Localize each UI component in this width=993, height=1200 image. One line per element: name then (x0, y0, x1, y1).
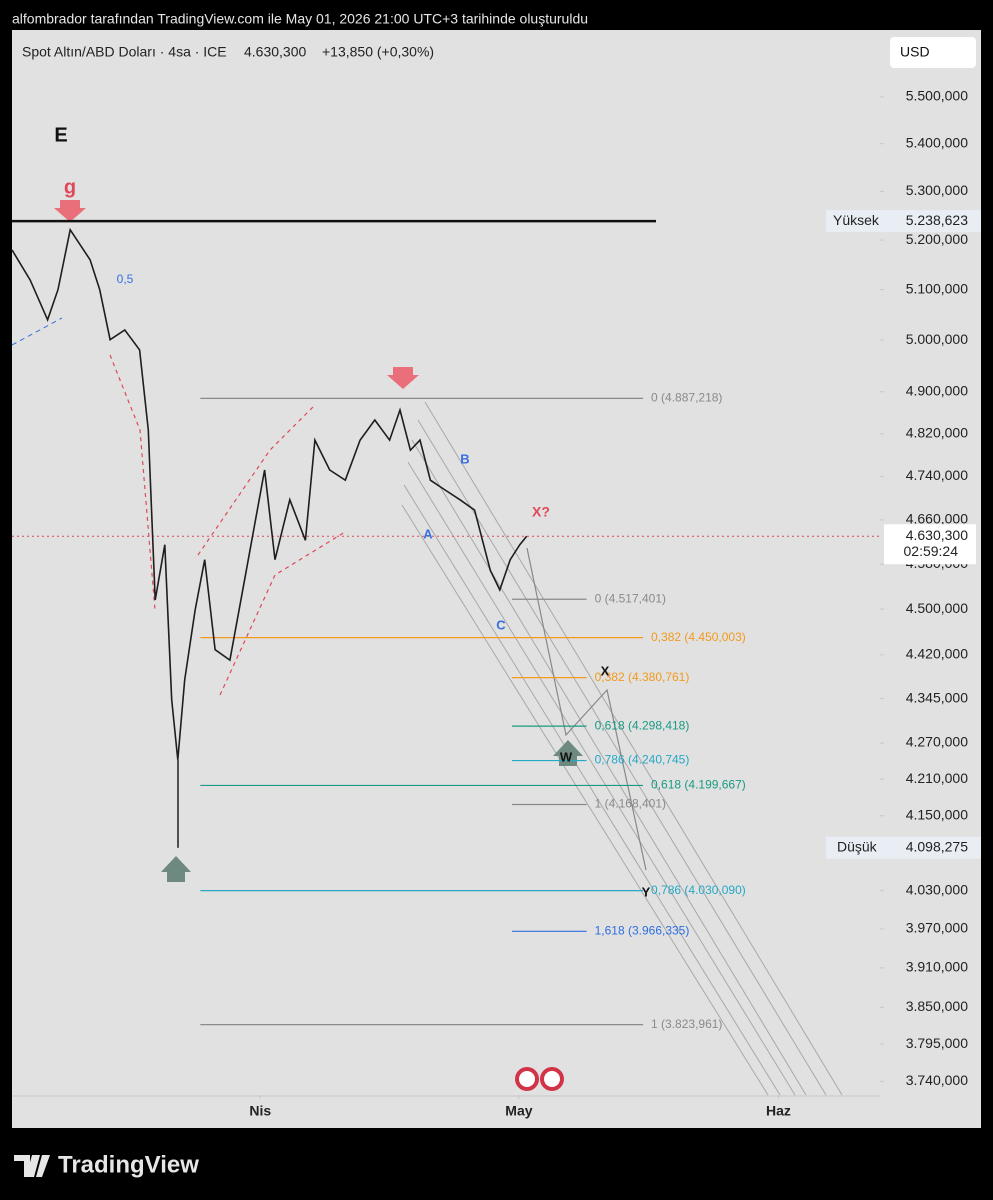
y-tick-label: 5.400,000 (906, 134, 968, 150)
event-icon-inner (544, 1071, 560, 1087)
wave-label: A (423, 526, 433, 541)
currency-button[interactable] (890, 37, 976, 68)
last-price: 4.630,300 (906, 527, 968, 543)
x-tick-label: Nis (249, 1103, 271, 1119)
arrow-up (161, 856, 191, 882)
last-price-box (884, 524, 976, 565)
y-tick-label: 3.740,000 (906, 1072, 968, 1088)
arrow-down (387, 367, 419, 389)
marker-label: Düşük (837, 839, 878, 855)
chart-panel (12, 30, 981, 1128)
wave-label: E (54, 124, 67, 146)
marker-value: 5.238,623 (906, 212, 968, 228)
logo-icon (14, 1155, 50, 1177)
fib-label: 0,618 (4.199,667) (651, 778, 746, 792)
fib-label: 1 (4.168,401) (595, 797, 666, 811)
y-tick-label: 4.420,000 (906, 646, 968, 662)
fib-label: 0,786 (4.030,090) (651, 883, 746, 897)
y-tick-label: 5.500,000 (906, 88, 968, 104)
marker-box (826, 836, 981, 859)
y-tick-label: 4.150,000 (906, 806, 968, 822)
caption: alfombrador tarafından TradingView.com i… (12, 11, 588, 27)
price: 4.630,300 (244, 44, 306, 60)
price-line (11, 227, 528, 760)
marker-value: 4.098,275 (906, 839, 968, 855)
fib-label: 0,618 (4.298,418) (595, 718, 690, 732)
y-tick-label: 3.970,000 (906, 920, 968, 936)
y-tick-label: 4.345,000 (906, 689, 968, 705)
y-tick-label: 3.850,000 (906, 998, 968, 1014)
dashed-line (11, 317, 63, 346)
wave-label: B (460, 451, 469, 466)
fib-label: 0,382 (4.380,761) (595, 670, 690, 684)
wave-label: X? (532, 504, 550, 520)
arrow-down (54, 200, 86, 222)
y-tick-label: 4.900,000 (906, 382, 968, 398)
y-tick-label: 4.270,000 (906, 734, 968, 750)
y-tick-label: 4.210,000 (906, 770, 968, 786)
wave-label: X (601, 663, 610, 678)
arrow-up (553, 740, 583, 766)
wave-label: g (64, 176, 76, 198)
fib-label: 1 (3.823,961) (651, 1017, 722, 1031)
countdown: 02:59:24 (904, 543, 959, 559)
y-tick-label: 4.030,000 (906, 881, 968, 897)
y-tick-label: 5.300,000 (906, 182, 968, 198)
symbol: Spot Altın/ABD Doları · 4sa · ICE (22, 44, 227, 60)
marker-box (826, 210, 981, 233)
y-tick-label: 4.820,000 (906, 424, 968, 440)
fib-label: 0 (4.517,401) (595, 591, 666, 605)
wave-label: C (496, 617, 506, 632)
y-tick-label: 5.100,000 (906, 280, 968, 296)
fib-label: 1,618 (3.966,335) (595, 924, 690, 938)
logo: TradingView (58, 1151, 199, 1178)
y-tick-label: 4.740,000 (906, 467, 968, 483)
currency[interactable]: USD (900, 44, 930, 60)
y-tick-label: 3.795,000 (906, 1035, 968, 1051)
y-tick-label: 3.910,000 (906, 959, 968, 975)
y-tick-label: 4.660,000 (906, 511, 968, 527)
marker-label: Yüksek (833, 212, 880, 228)
x-tick-label: Haz (766, 1103, 791, 1119)
event-icon-inner (519, 1071, 535, 1087)
change: +13,850 (+0,30%) (322, 44, 434, 60)
y-tick-label: 4.500,000 (906, 600, 968, 616)
x-tick-label: May (505, 1103, 532, 1119)
wave-label: Y (642, 884, 651, 899)
wave-label: 0,5 (117, 272, 134, 286)
wxy-path (526, 547, 647, 871)
y-tick-label: 5.200,000 (906, 231, 968, 247)
wave-dashed (109, 354, 346, 696)
y-tick-label: 5.000,000 (906, 331, 968, 347)
fib-label: 0,786 (4.240,745) (595, 753, 690, 767)
fib-label: 0,382 (4.450,003) (651, 630, 746, 644)
wave-label: W (560, 749, 573, 764)
fib-label: 0 (4.887,218) (651, 391, 722, 405)
